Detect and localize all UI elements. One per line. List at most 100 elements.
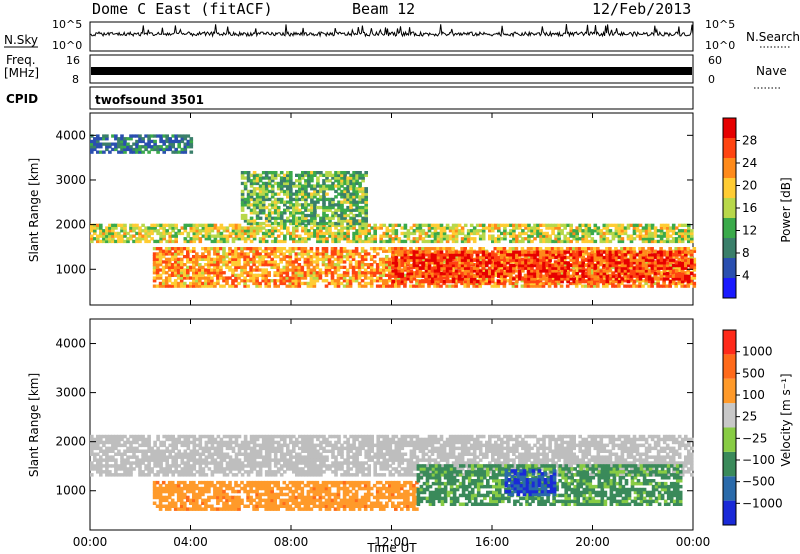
power-cell xyxy=(349,184,353,188)
power-cell xyxy=(313,184,317,188)
power-cell xyxy=(491,237,495,241)
power-cell xyxy=(322,239,326,244)
power-cell xyxy=(295,200,299,204)
power-cell xyxy=(312,260,317,264)
power-cell xyxy=(343,213,347,218)
power-cell xyxy=(551,223,555,227)
power-cell xyxy=(246,179,251,183)
power-cell xyxy=(120,239,124,244)
power-cell xyxy=(364,211,368,215)
velocity-cell xyxy=(108,434,112,439)
power-cell xyxy=(331,197,335,202)
power-cell xyxy=(337,221,341,226)
power-cell xyxy=(93,223,97,227)
power-cell xyxy=(261,255,265,259)
power-cell xyxy=(249,249,253,253)
power-cell xyxy=(167,252,172,256)
power-cell xyxy=(683,247,688,251)
power-cell xyxy=(93,226,97,230)
power-cell xyxy=(557,234,561,238)
velocity-cell xyxy=(138,458,142,462)
power-cell xyxy=(581,255,585,260)
power-cell xyxy=(587,263,592,268)
power-cell xyxy=(298,216,302,220)
power-cell xyxy=(306,268,311,272)
power-cell xyxy=(490,257,495,261)
power-cell xyxy=(306,273,311,277)
power-cell xyxy=(204,247,208,251)
power-cell xyxy=(684,274,688,278)
velocity-cell xyxy=(186,455,191,459)
ytick-label: 3000 xyxy=(55,173,86,187)
power-cell xyxy=(289,219,293,223)
power-cell xyxy=(427,253,432,257)
power-cell xyxy=(629,255,634,260)
power-cell xyxy=(316,205,320,210)
power-cell xyxy=(325,208,329,212)
power-cell xyxy=(186,257,190,261)
power-cell xyxy=(141,145,145,149)
power-cell xyxy=(512,269,516,273)
power-cell xyxy=(324,249,329,253)
power-cell xyxy=(409,272,414,276)
power-cell xyxy=(198,239,203,244)
power-cell xyxy=(286,219,290,223)
velocity-cell xyxy=(135,434,139,439)
power-cell xyxy=(469,247,473,251)
power-cell xyxy=(641,261,646,265)
power-cell xyxy=(439,226,444,230)
power-cell xyxy=(526,247,531,251)
velocity-cell xyxy=(111,434,115,439)
power-cell xyxy=(451,277,456,281)
power-cell xyxy=(415,281,419,286)
power-cell xyxy=(478,255,483,260)
power-cell xyxy=(445,261,450,265)
power-cell xyxy=(295,208,299,212)
power-cell xyxy=(587,247,591,251)
power-cell xyxy=(321,271,326,275)
velocity-cell xyxy=(141,458,145,462)
power-cell xyxy=(162,231,166,236)
power-cell xyxy=(545,223,549,227)
power-cell xyxy=(155,265,160,269)
power-cell xyxy=(547,252,552,256)
power-cell xyxy=(173,268,178,272)
power-cell xyxy=(418,237,423,241)
power-cell xyxy=(529,284,534,288)
power-cell xyxy=(179,247,184,251)
power-cell xyxy=(361,200,365,204)
power-cell xyxy=(400,263,405,268)
power-cell xyxy=(358,197,362,202)
power-cell xyxy=(114,226,118,230)
power-cell xyxy=(448,266,453,270)
power-cell xyxy=(240,189,245,194)
power-cell xyxy=(360,255,365,259)
power-cell xyxy=(512,266,516,270)
power-cell xyxy=(225,239,230,244)
power-cell xyxy=(261,208,266,212)
power-cell xyxy=(167,257,172,261)
power-cell xyxy=(158,257,163,261)
power-cell xyxy=(653,261,658,265)
power-cell xyxy=(261,249,265,253)
power-cell xyxy=(548,250,552,254)
power-cell xyxy=(442,234,447,238)
velocity-cell xyxy=(171,464,175,468)
power-cell xyxy=(671,231,676,236)
power-cell xyxy=(330,260,335,264)
power-cell xyxy=(276,200,281,204)
power-cell xyxy=(168,137,172,141)
power-cell xyxy=(596,269,601,273)
power-cell xyxy=(485,261,489,265)
power-cell xyxy=(575,234,579,238)
power-cell xyxy=(668,226,673,230)
power-cell xyxy=(536,234,540,238)
velocity-cell xyxy=(99,467,103,471)
power-cell xyxy=(566,237,570,241)
power-cell xyxy=(548,226,552,230)
power-cell xyxy=(403,234,408,238)
velocity-cell xyxy=(180,440,185,445)
power-cell xyxy=(183,268,187,272)
power-cell xyxy=(298,176,302,180)
power-cell xyxy=(668,247,672,251)
